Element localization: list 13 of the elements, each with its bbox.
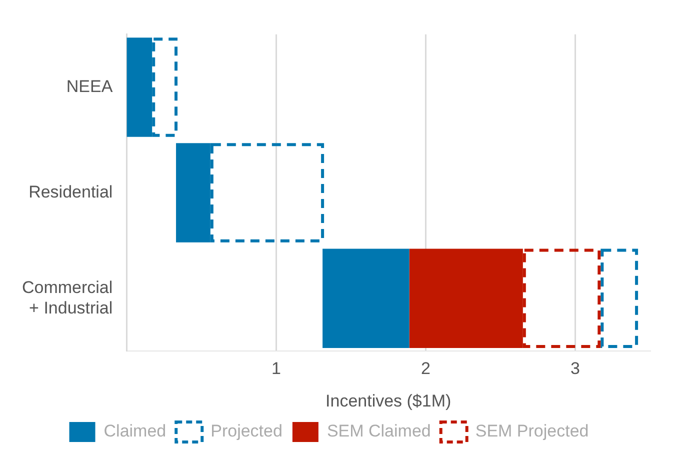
legend-label: SEM Claimed (326, 422, 431, 441)
bar (322, 248, 410, 348)
y-tick-label: NEEA (66, 76, 114, 96)
y-tick-label: Commercial + Industrial (22, 278, 113, 318)
y-tick-label: Residential (28, 182, 113, 202)
x-tick-label: 2 (420, 359, 430, 378)
x-axis-title: Incentives ($1M) (326, 391, 452, 410)
x-tick-label: 1 (271, 359, 281, 378)
legend-label: Claimed (104, 422, 166, 441)
x-tick-label: 3 (570, 359, 580, 378)
bar (600, 248, 638, 348)
legend-label: SEM Projected (475, 422, 589, 441)
legend-label: Projected (210, 422, 282, 441)
